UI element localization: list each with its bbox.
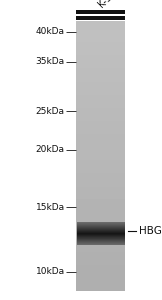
Text: HBG1: HBG1 xyxy=(139,226,162,236)
Text: K-562: K-562 xyxy=(97,0,123,9)
Text: 20kDa: 20kDa xyxy=(36,146,65,154)
Bar xyxy=(76,16,125,20)
Text: 35kDa: 35kDa xyxy=(36,57,65,66)
Bar xyxy=(76,10,125,14)
Bar xyxy=(76,21,125,291)
Text: 40kDa: 40kDa xyxy=(36,27,65,36)
Text: 10kDa: 10kDa xyxy=(36,267,65,276)
Text: 25kDa: 25kDa xyxy=(36,106,65,116)
Text: 15kDa: 15kDa xyxy=(36,202,65,211)
